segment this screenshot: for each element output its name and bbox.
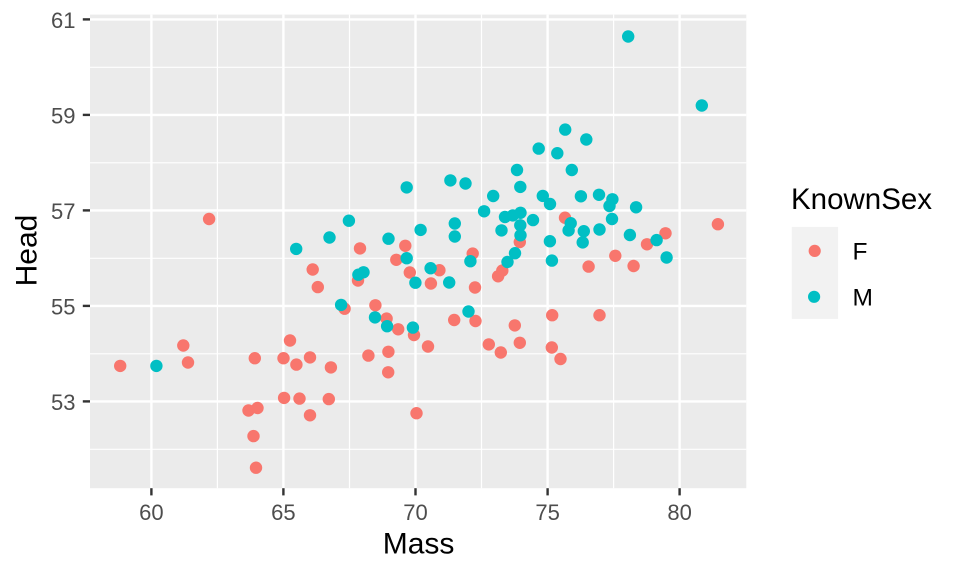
svg-text:80: 80: [667, 500, 691, 525]
svg-text:53: 53: [51, 390, 75, 415]
svg-text:Mass: Mass: [383, 528, 455, 561]
svg-text:61: 61: [51, 8, 75, 33]
svg-text:Head: Head: [11, 215, 44, 287]
svg-text:75: 75: [535, 500, 559, 525]
svg-text:F: F: [853, 239, 868, 266]
svg-text:KnownSex: KnownSex: [791, 183, 932, 216]
svg-text:65: 65: [271, 500, 295, 525]
svg-text:70: 70: [403, 500, 427, 525]
svg-text:60: 60: [139, 500, 163, 525]
svg-text:57: 57: [51, 199, 75, 224]
svg-text:M: M: [853, 284, 873, 311]
svg-text:59: 59: [51, 104, 75, 129]
svg-text:55: 55: [51, 295, 75, 320]
